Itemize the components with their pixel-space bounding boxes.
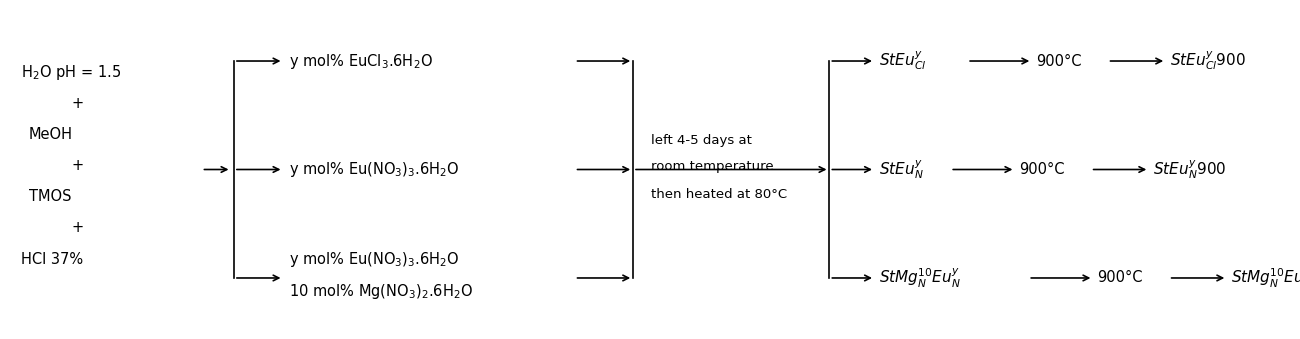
Text: y mol% Eu(NO$_3$)$_3$.6H$_2$O: y mol% Eu(NO$_3$)$_3$.6H$_2$O <box>289 160 459 179</box>
Text: TMOS: TMOS <box>29 189 72 204</box>
Text: +: + <box>72 96 83 111</box>
Text: $\mathbf{\mathit{StEu}}$$^{\mathbf{\mathit{y}}}_{\mathbf{\mathit{Cl}}}$$\mathbf{: $\mathbf{\mathit{StEu}}$$^{\mathbf{\math… <box>1170 50 1245 72</box>
Text: $\mathbf{\mathit{StMg}}$$^{\mathbf{\mathit{10}}}_{\mathbf{\mathit{N}}}$$\mathbf{: $\mathbf{\mathit{StMg}}$$^{\mathbf{\math… <box>1231 266 1300 290</box>
Text: +: + <box>72 220 83 236</box>
Text: 900°C: 900°C <box>1097 271 1143 285</box>
Text: $\mathbf{\mathit{StEu}}$$^{\mathbf{\mathit{y}}}_{\mathbf{\mathit{N}}}$: $\mathbf{\mathit{StEu}}$$^{\mathbf{\math… <box>879 158 923 181</box>
Text: $\mathbf{\mathit{StEu}}$$^{\mathbf{\mathit{y}}}_{\mathbf{\mathit{Cl}}}$: $\mathbf{\mathit{StEu}}$$^{\mathbf{\math… <box>879 50 927 72</box>
Text: 900°C: 900°C <box>1019 162 1065 177</box>
Text: H$_2$O pH = 1.5: H$_2$O pH = 1.5 <box>21 62 121 82</box>
Text: y mol% EuCl$_3$.6H$_2$O: y mol% EuCl$_3$.6H$_2$O <box>289 52 433 71</box>
Text: then heated at 80°C: then heated at 80°C <box>651 188 788 201</box>
Text: 900°C: 900°C <box>1036 54 1082 68</box>
Text: +: + <box>72 158 83 173</box>
Text: left 4-5 days at: left 4-5 days at <box>651 134 753 147</box>
Text: 10 mol% Mg(NO$_3$)$_2$.6H$_2$O: 10 mol% Mg(NO$_3$)$_2$.6H$_2$O <box>289 282 472 301</box>
Text: HCl 37%: HCl 37% <box>21 252 83 267</box>
Text: room temperature: room temperature <box>651 160 773 173</box>
Text: MeOH: MeOH <box>29 127 73 142</box>
Text: y mol% Eu(NO$_3$)$_3$.6H$_2$O: y mol% Eu(NO$_3$)$_3$.6H$_2$O <box>289 250 459 269</box>
Text: $\mathbf{\mathit{StEu}}$$^{\mathbf{\mathit{y}}}_{\mathbf{\mathit{N}}}$$\mathbf{\: $\mathbf{\mathit{StEu}}$$^{\mathbf{\math… <box>1153 158 1227 181</box>
Text: $\mathbf{\mathit{StMg}}$$^{\mathbf{\mathit{10}}}_{\mathbf{\mathit{N}}}$$\mathbf{: $\mathbf{\mathit{StMg}}$$^{\mathbf{\math… <box>879 266 961 290</box>
